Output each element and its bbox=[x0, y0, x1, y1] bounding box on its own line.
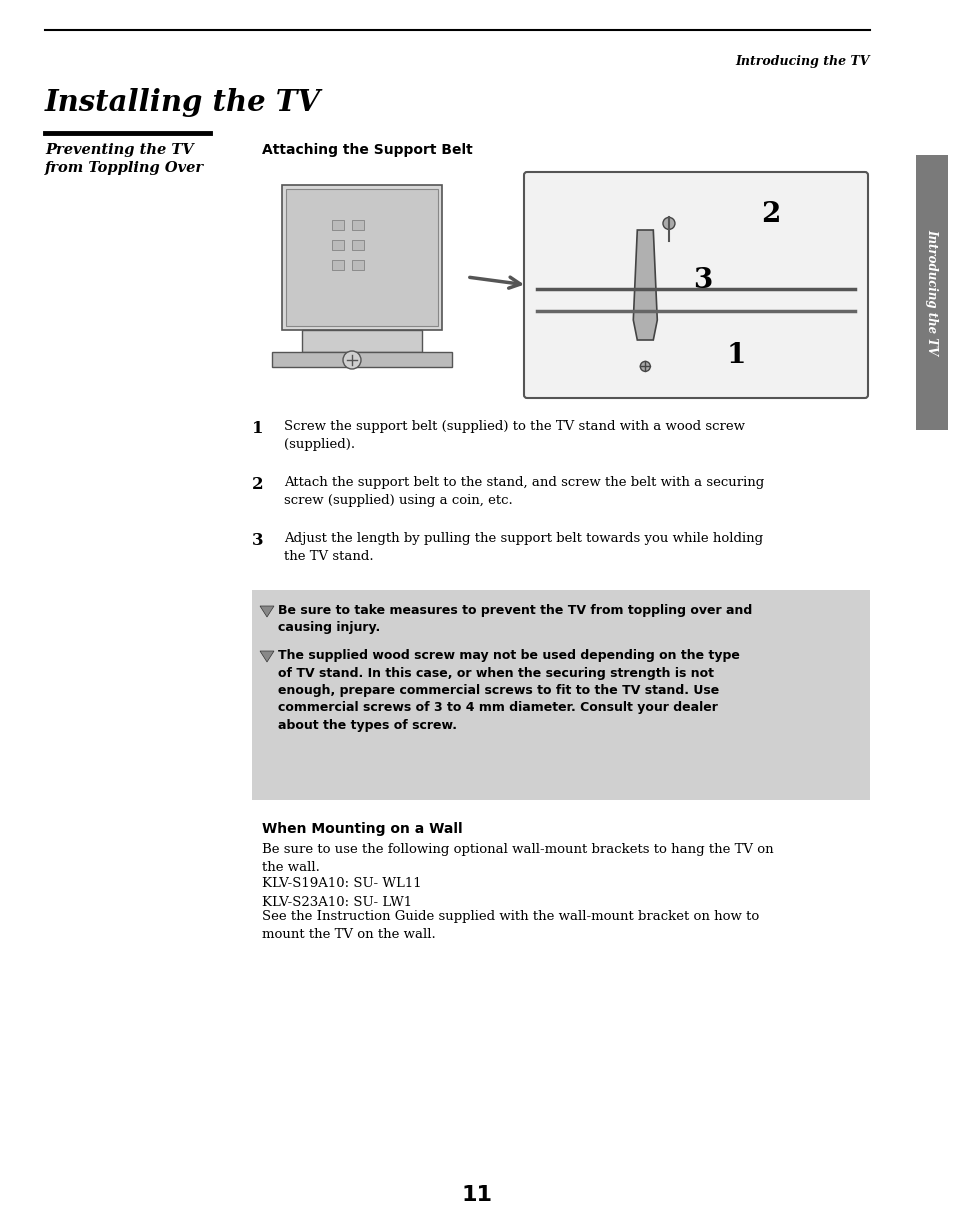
Text: Screw the support belt (supplied) to the TV stand with a wood screw
(supplied).: Screw the support belt (supplied) to the… bbox=[284, 420, 744, 451]
Bar bbox=[915, 155, 947, 430]
Bar bbox=[252, 590, 869, 800]
Polygon shape bbox=[260, 606, 274, 617]
Text: 3: 3 bbox=[252, 532, 263, 549]
Text: Be sure to use the following optional wall-mount brackets to hang the TV on
the : Be sure to use the following optional wa… bbox=[262, 842, 773, 874]
Bar bbox=[352, 220, 364, 230]
Text: 1: 1 bbox=[252, 420, 263, 437]
Bar bbox=[332, 260, 344, 270]
Text: When Mounting on a Wall: When Mounting on a Wall bbox=[262, 822, 462, 836]
Polygon shape bbox=[633, 230, 657, 339]
Polygon shape bbox=[260, 651, 274, 662]
Text: 1: 1 bbox=[726, 342, 745, 369]
Text: from Toppling Over: from Toppling Over bbox=[45, 161, 204, 175]
Text: The supplied wood screw may not be used depending on the type
of TV stand. In th: The supplied wood screw may not be used … bbox=[277, 650, 740, 733]
Bar bbox=[332, 241, 344, 250]
Bar bbox=[302, 330, 421, 352]
Text: See the Instruction Guide supplied with the wall-mount bracket on how to
mount t: See the Instruction Guide supplied with … bbox=[262, 910, 759, 941]
Bar bbox=[272, 352, 452, 368]
Bar bbox=[352, 260, 364, 270]
Text: Attaching the Support Belt: Attaching the Support Belt bbox=[262, 143, 473, 158]
Bar bbox=[286, 189, 437, 326]
Circle shape bbox=[662, 217, 675, 230]
Bar bbox=[282, 186, 441, 330]
Text: Introducing the TV: Introducing the TV bbox=[735, 55, 869, 68]
Circle shape bbox=[343, 350, 360, 369]
Text: Be sure to take measures to prevent the TV from toppling over and
causing injury: Be sure to take measures to prevent the … bbox=[277, 604, 752, 635]
Text: Preventing the TV: Preventing the TV bbox=[45, 143, 193, 158]
Text: Introducing the TV: Introducing the TV bbox=[924, 230, 938, 355]
Text: Attach the support belt to the stand, and screw the belt with a securing
screw (: Attach the support belt to the stand, an… bbox=[284, 476, 763, 507]
Text: Adjust the length by pulling the support belt towards you while holding
the TV s: Adjust the length by pulling the support… bbox=[284, 532, 762, 563]
Text: 2: 2 bbox=[252, 476, 263, 493]
Bar bbox=[352, 241, 364, 250]
Text: 2: 2 bbox=[760, 201, 780, 228]
Text: 3: 3 bbox=[693, 267, 712, 294]
FancyBboxPatch shape bbox=[523, 172, 867, 398]
Text: 11: 11 bbox=[461, 1186, 492, 1205]
Circle shape bbox=[639, 361, 650, 371]
Text: Installing the TV: Installing the TV bbox=[45, 88, 320, 117]
Bar bbox=[332, 220, 344, 230]
Text: KLV-S19A10: SU- WL11
KLV-S23A10: SU- LW1: KLV-S19A10: SU- WL11 KLV-S23A10: SU- LW1 bbox=[262, 877, 421, 908]
